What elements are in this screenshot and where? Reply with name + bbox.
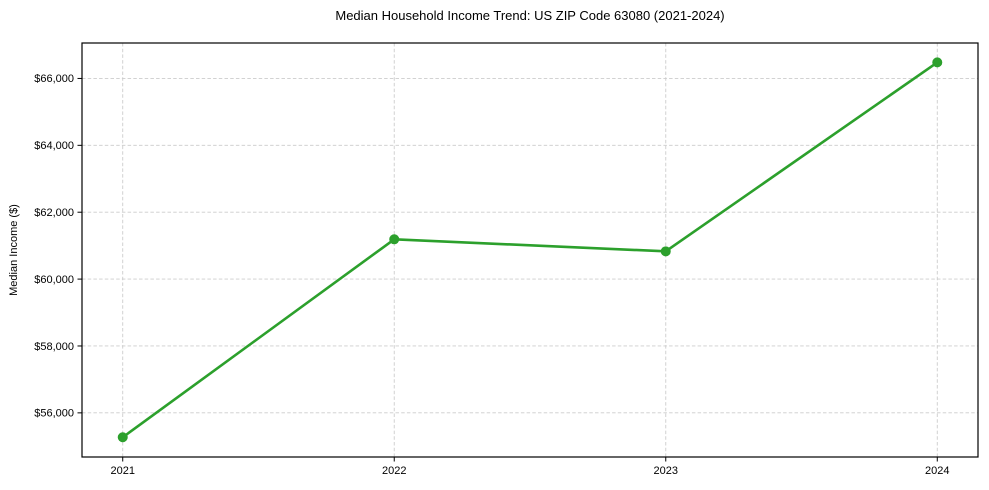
data-point-2023 xyxy=(660,246,671,257)
trend-line xyxy=(121,61,939,439)
x-tick-label: 2024 xyxy=(925,465,949,477)
chart-title: Median Household Income Trend: US ZIP Co… xyxy=(335,8,725,23)
x-tick-label: 2022 xyxy=(382,465,406,477)
y-tick-label: $64,000 xyxy=(34,140,74,152)
data-point-2024 xyxy=(932,57,943,68)
x-tick-label: 2023 xyxy=(654,465,678,477)
data-point-2021 xyxy=(117,432,128,443)
data-point-2022 xyxy=(389,234,400,245)
x-tick-label: 2021 xyxy=(110,465,134,477)
y-tick-label: $58,000 xyxy=(34,341,74,353)
plot-border xyxy=(81,42,979,458)
y-tick-label: $62,000 xyxy=(34,207,74,219)
y-tick-label: $60,000 xyxy=(34,274,74,286)
y-tick-label: $56,000 xyxy=(34,408,74,420)
y-tick-label: $66,000 xyxy=(34,73,74,85)
